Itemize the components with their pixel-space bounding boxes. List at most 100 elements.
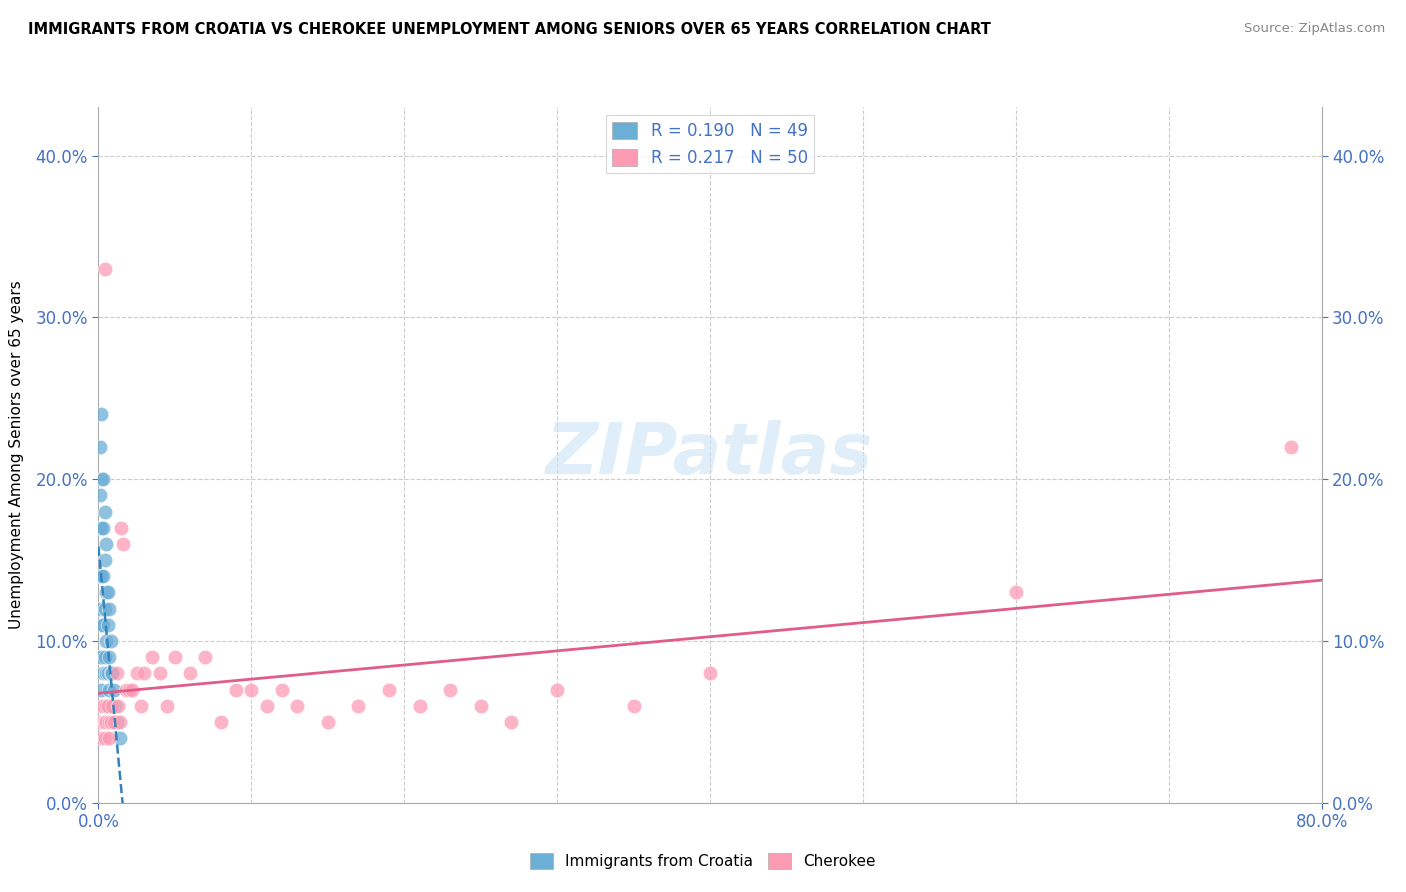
Point [347,698,370,713]
Point [90,408,112,422]
Point [103,682,125,697]
Point [101,698,124,713]
Point [93,504,115,518]
Point [94,666,117,681]
Point [90,617,112,632]
Point [94,714,117,729]
Point [98,714,121,729]
Point [91,698,114,713]
Point [91,569,114,583]
Point [1004,585,1026,599]
Point [256,698,278,713]
Point [91,666,114,681]
Point [90,569,112,583]
Point [121,682,143,697]
Point [98,714,121,729]
Legend: R = 0.190   N = 49, R = 0.217   N = 50: R = 0.190 N = 49, R = 0.217 N = 50 [606,115,814,173]
Point [89,601,111,615]
Point [546,682,568,697]
Point [107,698,129,713]
Point [89,650,111,665]
Point [93,714,115,729]
Point [98,731,121,745]
Point [94,714,117,729]
Point [163,650,186,665]
Point [91,472,114,486]
Point [90,650,112,665]
Point [91,714,114,729]
Point [194,650,217,665]
Point [270,682,292,697]
Point [94,585,117,599]
Point [105,666,128,681]
Point [93,553,115,567]
Point [209,714,232,729]
Point [316,714,339,729]
Point [129,698,152,713]
Y-axis label: Unemployment Among Seniors over 65 years: Unemployment Among Seniors over 65 years [10,281,24,629]
Point [93,601,115,615]
Point [225,682,247,697]
Point [97,698,120,713]
Point [103,714,125,729]
Text: Source: ZipAtlas.com: Source: ZipAtlas.com [1244,22,1385,36]
Point [89,521,111,535]
Point [98,650,121,665]
Point [97,585,120,599]
Point [91,617,114,632]
Point [111,537,134,551]
Point [501,714,523,729]
Point [103,714,125,729]
Point [101,666,124,681]
Text: ZIPatlas: ZIPatlas [547,420,873,490]
Point [94,698,117,713]
Point [97,714,120,729]
Point [699,666,721,681]
Point [97,617,120,632]
Point [149,666,172,681]
Point [439,682,461,697]
Point [90,472,112,486]
Point [94,537,117,551]
Point [89,488,111,502]
Point [156,698,179,713]
Text: IMMIGRANTS FROM CROATIA VS CHEROKEE UNEMPLOYMENT AMONG SENIORS OVER 65 YEARS COR: IMMIGRANTS FROM CROATIA VS CHEROKEE UNEM… [28,22,991,37]
Point [93,650,115,665]
Point [105,714,128,729]
Point [378,682,401,697]
Point [91,521,114,535]
Point [100,698,122,713]
Point [93,731,115,745]
Point [118,682,141,697]
Point [98,682,121,697]
Point [108,714,131,729]
Point [93,698,115,713]
Point [100,634,122,648]
Point [101,698,124,713]
Point [94,634,117,648]
Point [240,682,263,697]
Point [91,698,114,713]
Point [94,698,117,713]
Point [115,682,138,697]
Point [89,714,111,729]
Point [90,682,112,697]
Point [408,698,430,713]
Point [100,666,122,681]
Point [179,666,201,681]
Point [108,731,131,745]
Point [100,714,122,729]
Point [89,569,111,583]
Point [93,261,115,276]
Point [90,731,112,745]
Point [90,698,112,713]
Point [90,521,112,535]
Point [1279,440,1302,454]
Point [134,666,156,681]
Point [97,666,120,681]
Point [89,440,111,454]
Point [110,521,132,535]
Point [98,601,121,615]
Point [97,698,120,713]
Point [623,698,645,713]
